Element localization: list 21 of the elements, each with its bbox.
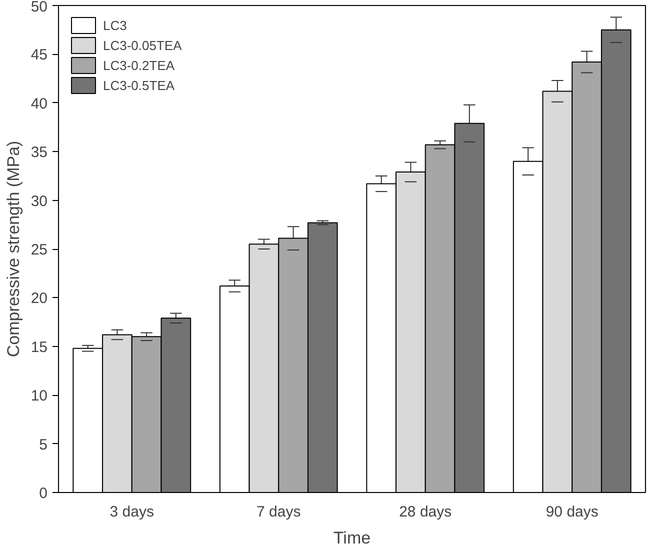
x-tick-label: 3 days xyxy=(110,504,154,520)
y-axis-title: Compressive strength (MPa) xyxy=(4,140,23,358)
y-tick-label: 50 xyxy=(30,0,48,16)
y-tick-label: 30 xyxy=(30,192,48,210)
x-axis-title: Time xyxy=(333,528,371,548)
y-tick-label: 35 xyxy=(30,144,48,162)
y-tick-label: 15 xyxy=(30,338,48,356)
legend-label: LC3 xyxy=(103,18,127,32)
y-tick-label: 0 xyxy=(39,485,48,502)
y-tick-label: 40 xyxy=(30,95,48,112)
legend-label: LC3-0.5TEA xyxy=(103,78,175,92)
x-tick-label: 90 days xyxy=(546,504,598,520)
x-tick-label: 28 days xyxy=(399,504,452,520)
y-tick-label: 20 xyxy=(30,290,48,308)
y-tick-label: 10 xyxy=(30,388,48,405)
y-tick-label: 5 xyxy=(39,436,48,454)
legend-label: LC3-0.05TEA xyxy=(103,38,182,52)
x-tick-label: 7 days xyxy=(256,504,301,520)
y-tick-label: 25 xyxy=(30,242,48,258)
legend-label: LC3-0.2TEA xyxy=(103,58,175,72)
y-tick-label: 45 xyxy=(30,46,48,64)
